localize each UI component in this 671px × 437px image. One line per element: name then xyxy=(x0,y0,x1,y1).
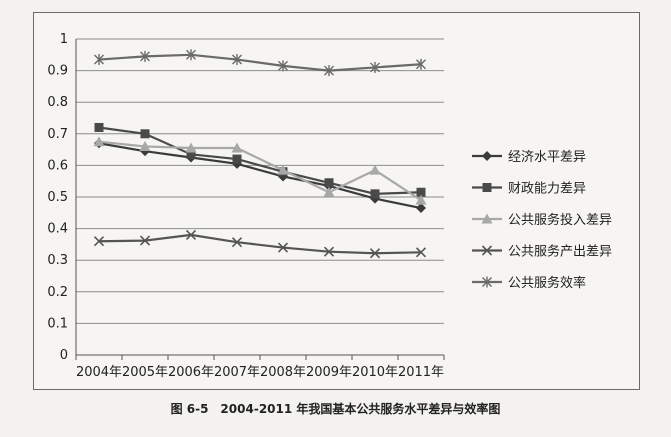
data-point xyxy=(232,54,242,66)
data-point xyxy=(369,164,381,175)
x-tick-label: 2004年 xyxy=(76,365,122,380)
legend-item: 公共服务产出差异 xyxy=(472,244,612,260)
data-point xyxy=(139,235,151,246)
x-tick-label: 2006年 xyxy=(168,365,214,380)
x-tick-label: 2011年 xyxy=(398,365,444,380)
data-point xyxy=(370,189,380,199)
data-point xyxy=(323,246,335,257)
legend-label: 财政能力差异 xyxy=(508,182,586,197)
data-point xyxy=(140,129,150,139)
legend-marker xyxy=(482,183,492,192)
x-tick-label: 2005年 xyxy=(122,365,168,380)
legend-item: 公共服务投入差异 xyxy=(472,212,612,228)
series-5 xyxy=(94,49,426,77)
data-point xyxy=(94,54,104,66)
y-tick-label: 0.2 xyxy=(47,285,68,300)
gridlines xyxy=(76,38,444,324)
data-point xyxy=(185,229,197,240)
data-point xyxy=(93,136,105,147)
series-line xyxy=(98,140,422,202)
series-line xyxy=(98,142,422,210)
data-point xyxy=(415,194,427,205)
data-point xyxy=(324,178,334,188)
data-point xyxy=(277,164,289,175)
y-tick-label: 0.7 xyxy=(47,127,68,142)
legend-label: 公共服务投入差异 xyxy=(508,212,612,228)
y-tick-label: 0 xyxy=(60,348,68,363)
figure-caption: 图 6-5 2004-2011 年我国基本公共服务水平差异与效率图 xyxy=(170,402,501,416)
y-tick-label: 0.8 xyxy=(47,95,68,110)
x-tick-label: 2010年 xyxy=(352,365,398,380)
legend-marker xyxy=(481,213,493,224)
x-tick-label: 2008年 xyxy=(260,365,306,380)
legend-item: 公共服务效率 xyxy=(472,275,586,291)
data-point xyxy=(323,186,335,197)
legend-item: 经济水平差异 xyxy=(472,150,586,165)
y-tick-label: 0.3 xyxy=(47,253,68,268)
chart-frame: 0 0.1 0.2 0.3 0.4 0.5 0.6 0.7 0.8 0.9 1 2004年 2005年 2… xyxy=(33,12,640,390)
legend-label: 公共服务产出差异 xyxy=(508,244,612,260)
data-point xyxy=(416,58,426,70)
x-tick-label: 2009年 xyxy=(306,365,352,380)
series-line xyxy=(98,233,422,255)
series-line xyxy=(98,126,422,195)
data-point xyxy=(139,140,151,151)
y-tick-label: 0.6 xyxy=(47,158,68,173)
data-point xyxy=(231,142,243,153)
data-point xyxy=(231,237,243,248)
legend-label: 经济水平差异 xyxy=(508,150,586,165)
y-tick-label: 1 xyxy=(60,32,68,47)
data-point xyxy=(416,187,426,197)
x-tick-label: 2007年 xyxy=(214,365,260,380)
legend-label: 公共服务效率 xyxy=(508,275,586,291)
data-point xyxy=(324,65,334,77)
series-group xyxy=(93,49,427,259)
data-point xyxy=(277,242,289,253)
y-tick-label: 0.9 xyxy=(47,64,68,79)
legend-marker xyxy=(481,245,493,256)
y-tick-label: 0.5 xyxy=(47,190,68,205)
data-point xyxy=(370,61,380,73)
y-tick-label: 0.4 xyxy=(47,222,68,237)
data-point xyxy=(186,49,196,61)
data-point xyxy=(93,236,105,247)
data-point xyxy=(186,149,196,159)
data-point xyxy=(415,247,427,258)
series-4 xyxy=(93,229,427,259)
data-point xyxy=(232,154,242,164)
data-point xyxy=(278,60,288,72)
data-point xyxy=(369,248,381,259)
legend-marker xyxy=(482,276,492,288)
y-tick-label: 0.1 xyxy=(47,316,68,331)
data-point xyxy=(140,50,150,62)
legend-item: 财政能力差异 xyxy=(472,182,586,197)
series-3 xyxy=(93,136,427,205)
data-point xyxy=(416,203,426,214)
legend-marker xyxy=(482,151,492,161)
data-point xyxy=(185,142,197,153)
series-line xyxy=(98,53,422,72)
data-point xyxy=(94,122,104,132)
